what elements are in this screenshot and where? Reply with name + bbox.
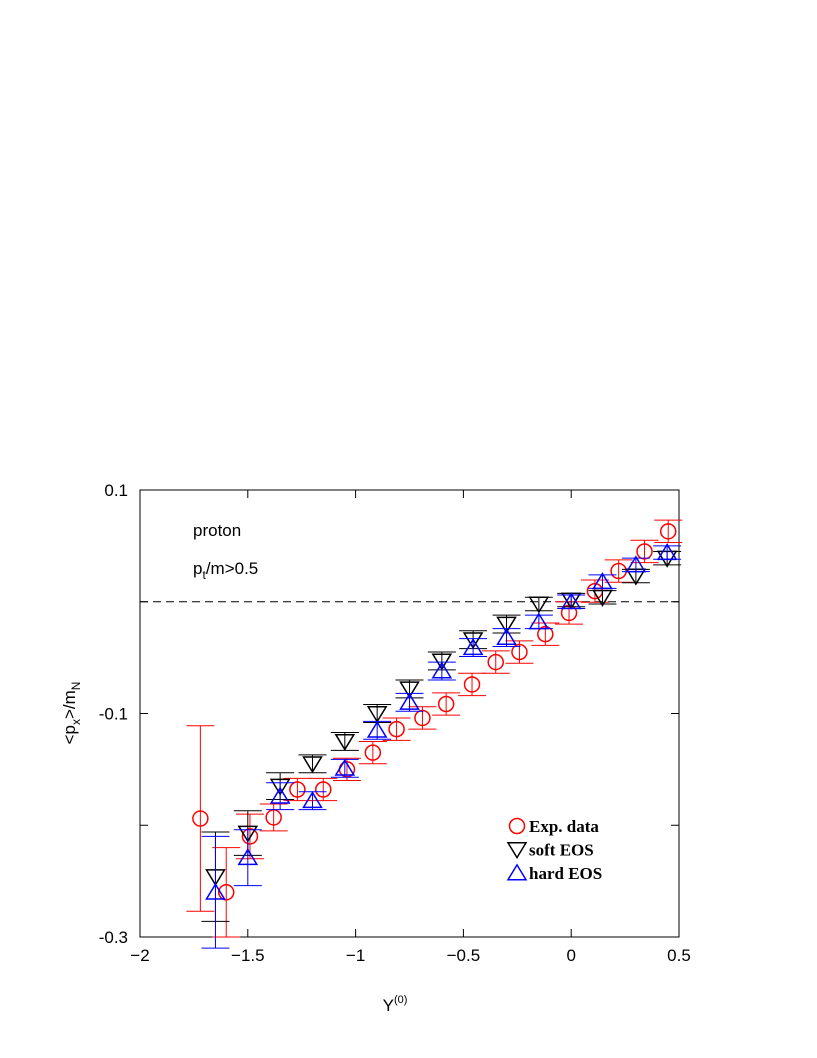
y-tick-label: -0.1 [99,705,128,724]
marker [496,616,517,634]
y-label-part: N [69,682,83,691]
marker [302,791,323,809]
annotation: proton [193,521,241,540]
marker [217,884,235,901]
annotation-part: t [202,568,206,582]
error-bar [186,725,215,912]
marker [659,523,677,540]
marker [366,706,388,724]
y-tick-label: 0.1 [104,481,128,500]
marker [462,632,484,650]
legend-label: soft EOS [529,841,594,860]
legend-label: hard EOS [529,864,602,883]
legend-marker [506,863,528,881]
legend-marker [506,842,528,860]
x-tick-label: −1.5 [231,946,265,965]
error-bar [259,803,288,832]
marker [315,781,332,798]
marker [592,589,613,607]
marker [487,653,504,671]
y-tick-label: -0.3 [99,928,128,947]
error-bar [212,847,241,938]
marker [366,720,388,738]
marker [463,676,481,693]
marker [269,786,291,804]
marker [625,555,647,573]
x-label-part: Y [383,996,394,1015]
error-bar [233,829,262,887]
x-tick-label: 0.5 [667,946,691,965]
marker [192,810,209,827]
error-bar [524,614,553,630]
marker [592,572,613,590]
marker [334,733,356,751]
marker [537,625,554,643]
marker [560,592,582,610]
y-label-part: >/m [60,690,79,719]
error-bar [201,835,230,949]
x-tick-label: −2 [130,946,149,965]
x-label-part: (0) [394,994,407,1006]
marker [269,778,291,796]
marker [289,781,306,798]
y-axis-label: <px>/mN [60,682,83,745]
marker [610,562,627,580]
marker [511,643,528,661]
marker [241,828,259,845]
marker [431,661,453,679]
marker [528,596,550,614]
marker [636,543,653,560]
marker [302,756,323,774]
marker [237,825,259,843]
y-label-part: <p [60,725,79,744]
x-axis-label: Y(0) [383,994,408,1015]
marker [388,720,405,738]
marker [462,638,484,656]
marker [205,882,226,900]
x-tick-label: −0.5 [447,946,481,965]
marker [237,848,259,866]
annotation-part: p [193,559,202,578]
marker [399,692,420,710]
legend-marker [508,817,526,835]
x-tick-label: −1 [346,946,365,965]
marker [414,709,431,727]
marker [496,627,517,646]
error-bar [653,545,682,560]
annotation-part: /m>0.5 [206,559,258,578]
error-bar [524,596,553,612]
marker [437,695,455,713]
marker [528,612,550,630]
marker [399,681,420,699]
legend-label: Exp. data [529,817,599,836]
marker [334,758,356,776]
x-tick-label: 0 [566,946,575,965]
marker [656,543,678,561]
annotation: pt/m>0.5 [193,559,258,582]
marker [364,744,382,761]
error-bar [588,574,617,589]
y-label-part: x [69,719,83,725]
